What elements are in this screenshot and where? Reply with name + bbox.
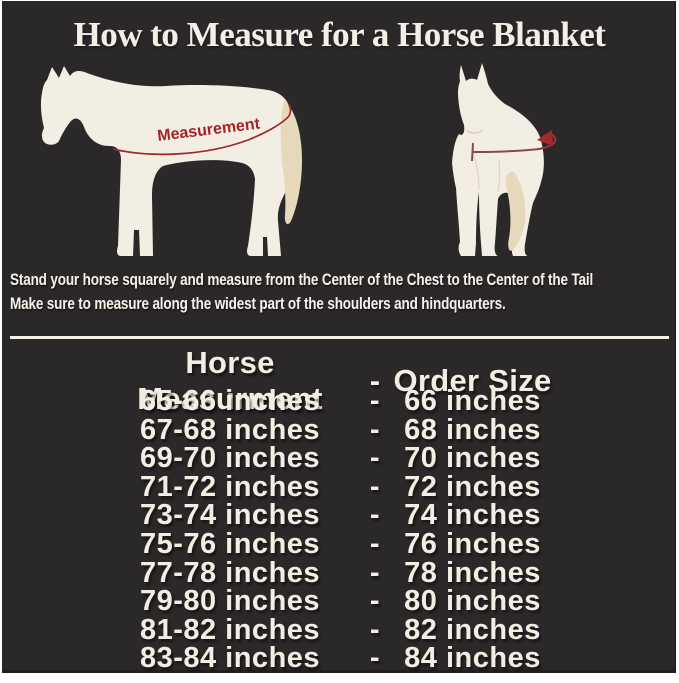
dash-separator: - <box>369 413 381 446</box>
header-dash-separator: - <box>369 363 381 398</box>
table-row: 67-68 inches - 68 inches <box>95 414 560 446</box>
horse-measurement-cell: 77-78 inches <box>139 556 321 589</box>
measurement-line <box>112 104 292 156</box>
order-size-cell: 82 inches <box>404 613 541 646</box>
order-size-cell: 76 inches <box>404 527 541 560</box>
shoulder-crease-line <box>497 159 501 193</box>
dash-separator: - <box>369 556 381 589</box>
front-horse-tail <box>505 171 526 251</box>
dash-separator: - <box>369 470 381 503</box>
table-header-row: Horse Measurment - Order Size <box>95 345 560 416</box>
order-size-cell: 80 inches <box>404 585 541 618</box>
girth-arrow-line <box>472 148 540 153</box>
horse-measurement-cell: 75-76 inches <box>139 527 321 560</box>
dash-separator: - <box>369 527 381 560</box>
order-size-cell: 78 inches <box>404 556 541 589</box>
side-horse-tail <box>280 100 302 225</box>
size-table: Horse Measurment - Order Size 65-66 inch… <box>95 345 560 674</box>
dash-separator: - <box>369 613 381 646</box>
chest-tick-line <box>471 142 474 162</box>
girth-measure-arrow <box>471 130 557 162</box>
instructions-line-2: Make sure to measure along the widest pa… <box>10 294 506 313</box>
side-horse-silhouette <box>40 66 293 256</box>
side-view-horse: Measurement <box>40 66 302 256</box>
horse-measurement-cell: 79-80 inches <box>139 585 321 618</box>
front-view-horse <box>452 63 557 256</box>
table-row: 73-74 inches - 74 inches <box>95 499 560 531</box>
table-row: 79-80 inches - 80 inches <box>95 585 560 617</box>
order-size-cell: 68 inches <box>404 413 541 446</box>
dash-separator: - <box>369 442 381 475</box>
muzzle-crease-line <box>465 129 484 134</box>
dash-separator: - <box>369 385 381 417</box>
order-size-cell: 84 inches <box>404 642 541 675</box>
table-row: 83-84 inches - 84 inches <box>95 642 560 674</box>
dash-separator: - <box>369 642 381 675</box>
table-row: 71-72 inches - 72 inches <box>95 471 560 503</box>
horse-measurement-cell: 65-66 inches <box>139 385 321 417</box>
table-row: 69-70 inches - 70 inches <box>95 442 560 474</box>
chest-crease-line <box>473 155 480 191</box>
horse-measurement-cell: 73-74 inches <box>139 499 321 532</box>
horse-measurement-cell: 81-82 inches <box>139 613 321 646</box>
header-horse-measurement: Horse Measurment <box>137 345 323 416</box>
table-body: 65-66 inches - 66 inches 67-68 inches - … <box>95 385 560 674</box>
instructions-line-1: Stand your horse squarely and measure fr… <box>10 271 594 289</box>
dash-separator: - <box>369 499 381 532</box>
horse-measurement-cell: 67-68 inches <box>139 413 321 446</box>
order-size-cell: 70 inches <box>404 442 541 475</box>
instructions: Stand your horse squarely and measure fr… <box>10 269 679 316</box>
measure-arrow-icon <box>537 130 553 146</box>
table-row: 77-78 inches - 78 inches <box>95 557 560 589</box>
horse-measurement-cell: 69-70 inches <box>139 442 321 475</box>
front-horse-silhouette <box>452 63 544 256</box>
horse-measurement-cell: 83-84 inches <box>139 642 321 675</box>
order-size-cell: 74 inches <box>404 499 541 532</box>
header-order-size: Order Size <box>393 363 552 398</box>
divider-line <box>10 336 669 339</box>
dash-separator: - <box>369 585 381 618</box>
order-size-cell: 72 inches <box>404 470 541 503</box>
order-size-cell: 66 inches <box>404 385 541 417</box>
table-row: 75-76 inches - 76 inches <box>95 528 560 560</box>
horse-measurement-cell: 71-72 inches <box>139 470 321 503</box>
table-row: 81-82 inches - 82 inches <box>95 614 560 646</box>
table-row: 65-66 inches - 66 inches <box>95 385 560 417</box>
page-title: How to Measure for a Horse Blanket <box>73 15 606 54</box>
